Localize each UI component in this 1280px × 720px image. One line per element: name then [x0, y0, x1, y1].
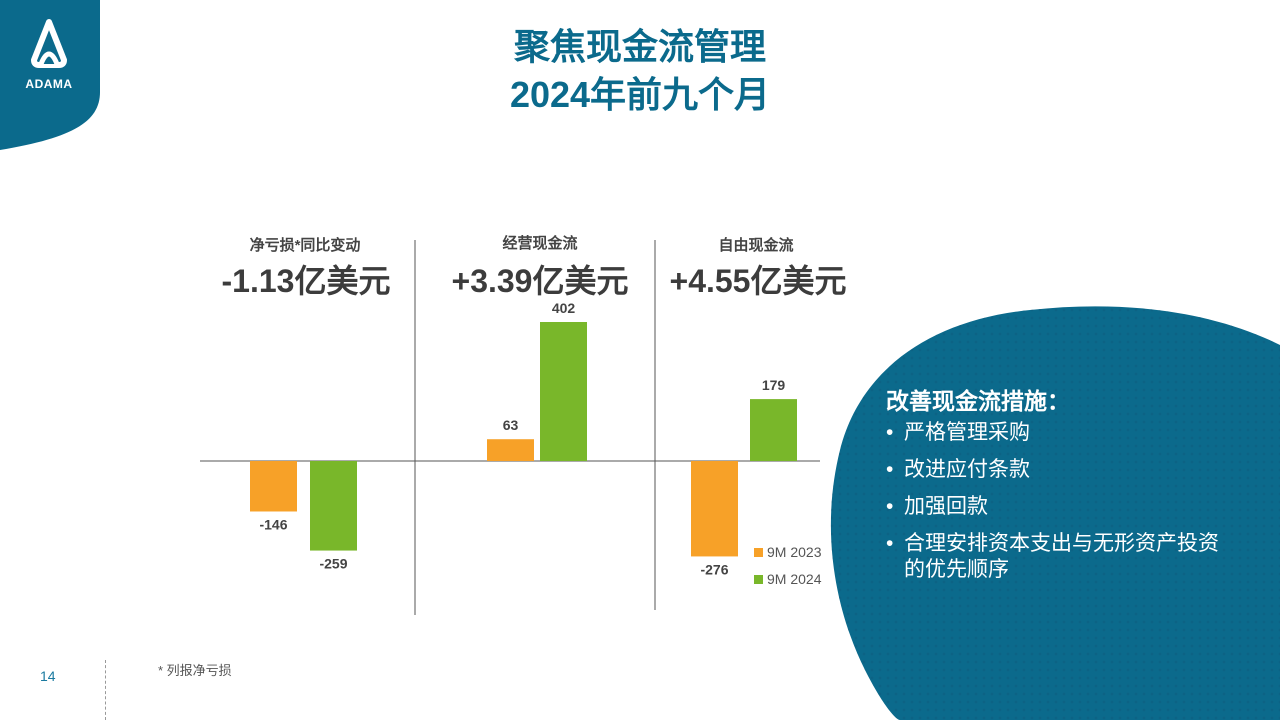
panel-value-free-cash-flow: +4.55亿美元: [669, 263, 847, 299]
legend-label-9m-2024: 9M 2024: [767, 571, 822, 587]
data-label: -259: [319, 556, 347, 572]
measures-item-text: 加强回款: [904, 495, 988, 518]
logo-text: ADAMA: [25, 77, 73, 91]
bar: [250, 461, 297, 512]
bar: [750, 399, 797, 461]
measures-title: 改善现金流措施：: [886, 388, 1070, 414]
legend-item-9m-2024: 9M 2024: [754, 571, 821, 587]
page-title: 聚焦现金流管理: [513, 26, 766, 67]
measures-item: • 合理安排资本支出与无形资产投资的优先顺序: [886, 531, 1236, 583]
measures-item-text: 严格管理采购: [904, 421, 1030, 444]
measures-list: • 严格管理采购 • 改进应付条款 • 加强回款 • 合理安排资本支出与无形资产投资的优…: [886, 420, 1236, 594]
bullet-icon: •: [886, 532, 894, 555]
panel-label-free-cash-flow: 自由现金流: [718, 237, 794, 254]
panel-label-net-loss: 净亏损*同比变动: [249, 237, 361, 254]
measures-item: • 加强回款: [886, 494, 1236, 520]
panel-value-net-loss: -1.13亿美元: [221, 263, 391, 299]
bar: [487, 439, 534, 461]
panel-value-operating-cash-flow: +3.39亿美元: [451, 263, 629, 299]
page-subtitle: 2024年前九个月: [509, 74, 771, 115]
legend-item-9m-2023: 9M 2023: [754, 544, 821, 560]
data-label: 179: [762, 377, 786, 393]
data-label: -276: [700, 561, 728, 577]
legend-swatch-9m-2023: [754, 547, 763, 557]
panel-label-operating-cash-flow: 经营现金流: [502, 235, 578, 252]
measures-item: • 严格管理采购: [886, 420, 1236, 446]
measures-item: • 改进应付条款: [886, 457, 1236, 483]
bar: [691, 461, 738, 557]
page-number: 14: [40, 668, 56, 684]
data-label: -146: [259, 516, 287, 532]
legend-swatch-9m-2024: [754, 574, 763, 584]
data-label: 63: [503, 417, 519, 433]
footer-divider: [105, 660, 106, 720]
legend-label-9m-2023: 9M 2023: [767, 544, 822, 560]
bar: [310, 461, 357, 551]
measures-background: [830, 306, 1280, 720]
bullet-icon: •: [886, 421, 894, 444]
measures-item-text: 改进应付条款: [904, 458, 1030, 481]
logo-background: [0, 0, 100, 150]
bullet-icon: •: [886, 458, 894, 481]
bar: [540, 322, 587, 461]
measures-item-text: 合理安排资本支出与无形资产投资的优先顺序: [904, 532, 1219, 581]
adama-logo-icon: [31, 19, 67, 68]
footnote: * 列报净亏损: [158, 663, 232, 678]
bullet-icon: •: [886, 495, 894, 518]
cash-flow-bar-chart: -146 63 -276 -259 402 179: [200, 240, 820, 615]
data-label: 402: [552, 300, 576, 316]
